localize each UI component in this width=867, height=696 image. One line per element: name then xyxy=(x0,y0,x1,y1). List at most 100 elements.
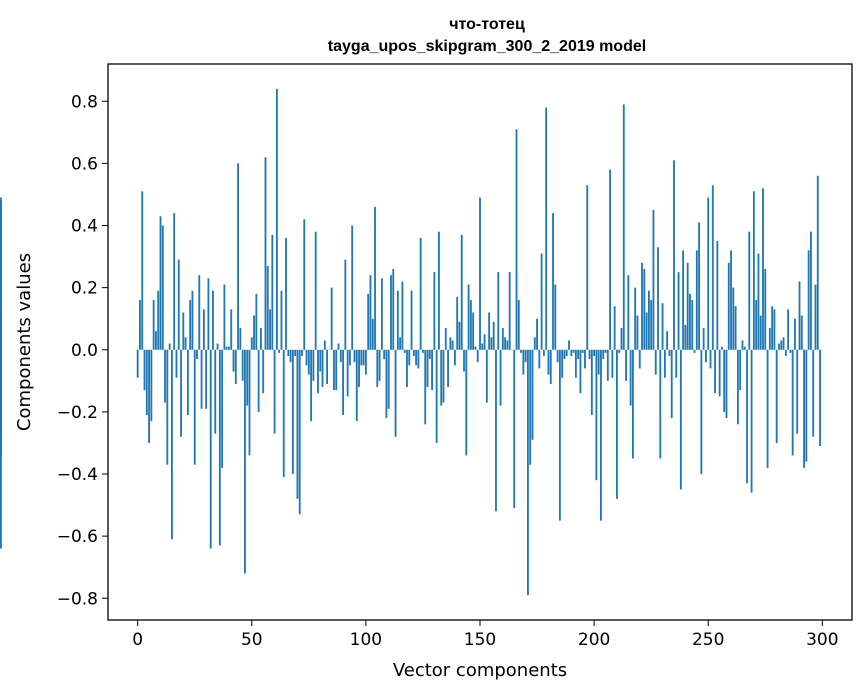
bar xyxy=(333,349,335,391)
bar xyxy=(257,349,260,412)
bar xyxy=(403,349,406,353)
bar xyxy=(618,349,621,353)
y-axis-ticks: −0.8 −0.6 −0.4 −0.2 0.0 0.2 0.4 0.6 0.8 xyxy=(57,92,108,609)
bar xyxy=(291,349,294,475)
bar xyxy=(150,349,153,422)
bar xyxy=(784,349,787,356)
bar xyxy=(191,290,194,350)
bar xyxy=(495,349,497,512)
bar xyxy=(547,349,550,375)
bar xyxy=(223,284,226,350)
bar xyxy=(266,265,269,350)
bar xyxy=(221,349,224,468)
bar xyxy=(542,349,545,356)
bar xyxy=(750,349,753,493)
bar xyxy=(766,349,769,468)
bar xyxy=(762,188,764,350)
bar xyxy=(314,231,317,350)
bar xyxy=(590,349,593,415)
bar xyxy=(225,346,228,350)
y-tick-label: −0.8 xyxy=(57,589,98,609)
bar xyxy=(193,349,196,465)
bar xyxy=(269,309,271,350)
bar xyxy=(561,349,564,378)
bar xyxy=(207,278,210,350)
bar xyxy=(453,349,456,366)
bar xyxy=(214,349,217,434)
bar xyxy=(695,250,698,350)
bar xyxy=(741,340,744,350)
bar xyxy=(385,349,388,419)
bar xyxy=(323,340,326,350)
bar xyxy=(438,231,440,350)
x-axis-label: Vector components xyxy=(393,660,567,681)
bar xyxy=(716,241,719,350)
bar xyxy=(417,349,420,369)
bar xyxy=(376,349,379,388)
bar xyxy=(540,253,543,350)
bar xyxy=(209,349,212,549)
bar xyxy=(700,349,703,475)
bar xyxy=(616,349,618,499)
bar xyxy=(796,349,799,434)
bar xyxy=(693,349,696,353)
bar xyxy=(682,250,685,350)
bar xyxy=(709,349,712,369)
bar xyxy=(310,349,313,422)
bar xyxy=(239,328,242,350)
bar xyxy=(390,275,392,350)
bar xyxy=(0,200,2,350)
bar xyxy=(139,300,141,350)
bar xyxy=(230,309,233,350)
bar xyxy=(572,349,575,353)
chart-title: что-тотец xyxy=(449,16,525,33)
bar xyxy=(200,349,203,409)
x-tick-label: 300 xyxy=(806,630,838,650)
bar xyxy=(721,346,723,350)
x-tick-label: 100 xyxy=(350,630,382,650)
bar xyxy=(255,293,258,350)
bar xyxy=(228,346,230,350)
bar xyxy=(422,349,424,353)
bar xyxy=(387,349,390,409)
bar xyxy=(378,349,381,381)
bar xyxy=(444,328,447,350)
bar xyxy=(675,349,678,378)
bar xyxy=(634,287,637,350)
bar xyxy=(392,269,395,350)
bar xyxy=(152,300,155,350)
bar xyxy=(253,315,255,350)
bar xyxy=(577,349,580,360)
bar xyxy=(549,349,552,384)
bar xyxy=(529,349,532,465)
bar xyxy=(275,88,278,350)
bar xyxy=(773,309,776,350)
bar xyxy=(285,237,287,350)
bar xyxy=(396,290,399,350)
bar xyxy=(330,287,333,350)
bar xyxy=(657,247,659,350)
bar xyxy=(600,349,602,521)
bar xyxy=(426,349,429,388)
bar xyxy=(643,269,646,350)
bar xyxy=(442,349,445,403)
bar xyxy=(707,197,710,350)
bar xyxy=(565,349,568,356)
bar xyxy=(212,290,214,350)
bar xyxy=(807,250,810,350)
bar xyxy=(579,349,582,394)
bar xyxy=(533,337,536,350)
bar xyxy=(136,349,139,378)
bar xyxy=(730,250,732,350)
bar xyxy=(449,337,452,350)
bar xyxy=(593,349,596,356)
bar xyxy=(517,300,520,350)
bar xyxy=(668,349,671,356)
bar xyxy=(155,331,157,350)
bar xyxy=(798,281,801,350)
bar xyxy=(689,293,691,350)
bar xyxy=(499,349,502,406)
bar xyxy=(625,349,627,381)
bar xyxy=(307,349,310,375)
bar xyxy=(349,349,351,366)
